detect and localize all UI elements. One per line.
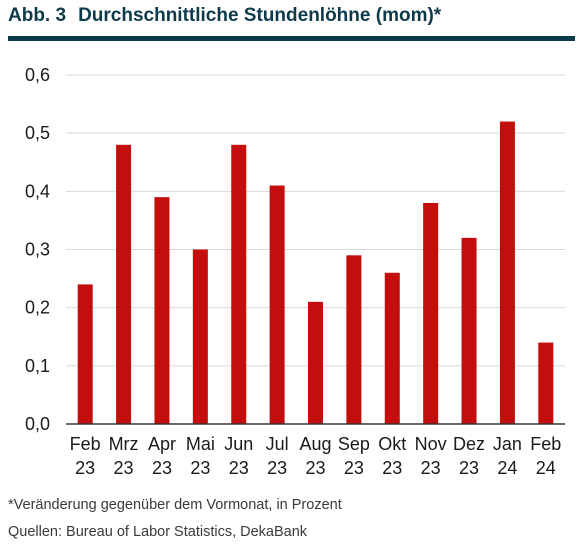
figure-label: Abb. 3	[8, 5, 67, 26]
x-tick-label-month: Mrz	[109, 434, 139, 454]
y-tick-label: 0,4	[25, 181, 50, 201]
x-tick-label-month: Apr	[148, 434, 176, 454]
x-tick-label-year: 23	[190, 458, 210, 478]
x-tick-label-year: 23	[421, 458, 441, 478]
bar	[538, 342, 554, 424]
y-tick-label: 0,1	[25, 356, 50, 376]
x-tick-label-year: 23	[152, 458, 172, 478]
source-note: Quellen: Bureau of Labor Statistics, Dek…	[8, 524, 308, 540]
x-tick-label-year: 24	[536, 458, 556, 478]
x-tick-label-month: Feb	[530, 434, 561, 454]
bar	[154, 197, 170, 424]
x-tick-label-month: Nov	[415, 434, 447, 454]
bar	[116, 144, 132, 425]
chart-title: Abb. 3 Durchschnittliche Stundenlöhne (mo…	[8, 2, 441, 30]
y-tick-label: 0,3	[25, 240, 50, 260]
bar-chart: 0,0 0,1 0,2 0,3 0,4 0,5 0,6 Feb 23 Mrz 23 Apr 23 Mai 2…	[25, 65, 565, 478]
x-tick-label-year: 24	[497, 458, 517, 478]
footnote: *Veränderung gegenüber dem Vormonat, in …	[8, 497, 342, 513]
y-tick-label: 0,0	[25, 414, 50, 434]
x-tick-label-year: 23	[344, 458, 364, 478]
bar	[231, 144, 247, 425]
x-tick-label-month: Mai	[186, 434, 215, 454]
bar	[192, 249, 208, 424]
x-tick-label-month: Jan	[493, 434, 522, 454]
title-rule	[8, 36, 575, 41]
x-tick-label-year: 23	[305, 458, 325, 478]
x-tick-label-year: 23	[75, 458, 95, 478]
x-tick-label-month: Sep	[338, 434, 370, 454]
x-tick-label-month: Jul	[266, 434, 289, 454]
x-tick-label-year: 23	[382, 458, 402, 478]
x-tick-label-year: 23	[114, 458, 134, 478]
x-tick-label-year: 23	[229, 458, 249, 478]
bar	[346, 255, 362, 424]
bar	[77, 284, 93, 424]
x-tick-label-month: Dez	[453, 434, 485, 454]
x-tick-label-year: 23	[267, 458, 287, 478]
y-tick-label: 0,5	[25, 123, 50, 143]
bar	[269, 185, 285, 424]
x-tick-label-year: 23	[459, 458, 479, 478]
x-tick-label-month: Aug	[299, 434, 331, 454]
x-tick-label-month: Jun	[224, 434, 253, 454]
x-tick-label-month: Feb	[70, 434, 101, 454]
bar	[499, 121, 515, 425]
bar	[461, 237, 477, 424]
bar	[308, 301, 323, 424]
chart-header: Abb. 3 Durchschnittliche Stundenlöhne (mo…	[8, 2, 575, 42]
bar	[423, 202, 439, 424]
x-tick-label-month: Okt	[378, 434, 406, 454]
y-tick-label: 0,6	[25, 65, 50, 85]
y-tick-label: 0,2	[25, 298, 50, 318]
bar	[384, 272, 400, 424]
title-text: Durchschnittliche Stundenlöhne (mom)*	[78, 5, 442, 26]
